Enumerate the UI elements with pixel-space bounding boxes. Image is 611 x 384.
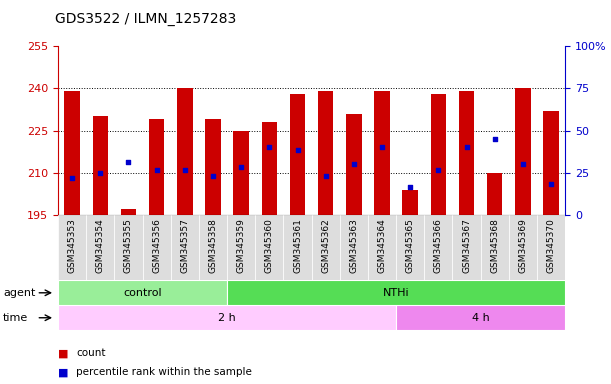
Bar bbox=[509, 215, 537, 280]
Text: GSM345357: GSM345357 bbox=[180, 218, 189, 273]
Text: GSM345364: GSM345364 bbox=[378, 218, 387, 273]
Bar bbox=[368, 215, 396, 280]
Bar bbox=[227, 280, 565, 305]
Text: GSM345362: GSM345362 bbox=[321, 218, 330, 273]
Bar bbox=[424, 215, 453, 280]
Point bbox=[265, 144, 274, 151]
Point bbox=[321, 172, 331, 179]
Text: GSM345355: GSM345355 bbox=[124, 218, 133, 273]
Bar bbox=[340, 215, 368, 280]
Bar bbox=[227, 215, 255, 280]
Bar bbox=[403, 190, 418, 215]
Point bbox=[95, 170, 105, 176]
Bar bbox=[142, 215, 170, 280]
Bar bbox=[86, 215, 114, 280]
Bar bbox=[481, 215, 509, 280]
Bar bbox=[431, 94, 446, 215]
Bar bbox=[58, 215, 86, 280]
Text: agent: agent bbox=[3, 288, 35, 298]
Point bbox=[405, 184, 415, 190]
Text: 2 h: 2 h bbox=[218, 313, 236, 323]
Point bbox=[67, 175, 77, 182]
Point bbox=[349, 161, 359, 167]
Bar bbox=[92, 116, 108, 215]
Bar bbox=[318, 91, 334, 215]
Text: GSM345361: GSM345361 bbox=[293, 218, 302, 273]
Bar bbox=[255, 215, 284, 280]
Bar bbox=[543, 111, 559, 215]
Bar bbox=[58, 305, 396, 330]
Text: GSM345359: GSM345359 bbox=[236, 218, 246, 273]
Text: NTHi: NTHi bbox=[383, 288, 409, 298]
Text: GSM345354: GSM345354 bbox=[96, 218, 105, 273]
Bar bbox=[121, 209, 136, 215]
Text: GSM345365: GSM345365 bbox=[406, 218, 415, 273]
Bar bbox=[290, 94, 306, 215]
Text: percentile rank within the sample: percentile rank within the sample bbox=[76, 367, 252, 377]
Text: count: count bbox=[76, 348, 106, 358]
Bar bbox=[396, 215, 424, 280]
Bar bbox=[396, 305, 565, 330]
Point bbox=[152, 167, 161, 173]
Bar bbox=[170, 215, 199, 280]
Point bbox=[180, 167, 189, 173]
Text: time: time bbox=[3, 313, 28, 323]
Bar bbox=[177, 88, 192, 215]
Text: ■: ■ bbox=[58, 348, 68, 358]
Bar bbox=[312, 215, 340, 280]
Bar bbox=[346, 114, 362, 215]
Bar bbox=[205, 119, 221, 215]
Point bbox=[123, 159, 133, 165]
Text: GSM345369: GSM345369 bbox=[518, 218, 527, 273]
Point bbox=[546, 181, 556, 187]
Text: GDS3522 / ILMN_1257283: GDS3522 / ILMN_1257283 bbox=[55, 12, 236, 25]
Bar bbox=[459, 91, 474, 215]
Text: GSM345353: GSM345353 bbox=[68, 218, 76, 273]
Bar bbox=[149, 119, 164, 215]
Text: 4 h: 4 h bbox=[472, 313, 489, 323]
Point bbox=[518, 161, 528, 167]
Text: GSM345360: GSM345360 bbox=[265, 218, 274, 273]
Text: GSM345356: GSM345356 bbox=[152, 218, 161, 273]
Text: GSM345358: GSM345358 bbox=[208, 218, 218, 273]
Point bbox=[293, 147, 302, 153]
Point bbox=[377, 144, 387, 151]
Bar bbox=[284, 215, 312, 280]
Text: GSM345363: GSM345363 bbox=[349, 218, 359, 273]
Text: GSM345370: GSM345370 bbox=[547, 218, 555, 273]
Text: control: control bbox=[123, 288, 162, 298]
Point bbox=[462, 144, 472, 151]
Point bbox=[236, 164, 246, 170]
Bar bbox=[487, 173, 502, 215]
Bar bbox=[64, 91, 80, 215]
Bar bbox=[515, 88, 531, 215]
Bar bbox=[375, 91, 390, 215]
Text: GSM345368: GSM345368 bbox=[490, 218, 499, 273]
Point bbox=[208, 172, 218, 179]
Bar bbox=[58, 280, 227, 305]
Text: GSM345367: GSM345367 bbox=[462, 218, 471, 273]
Bar bbox=[233, 131, 249, 215]
Bar bbox=[199, 215, 227, 280]
Bar bbox=[537, 215, 565, 280]
Point bbox=[434, 167, 444, 173]
Text: ■: ■ bbox=[58, 367, 68, 377]
Bar bbox=[262, 122, 277, 215]
Bar bbox=[114, 215, 142, 280]
Text: GSM345366: GSM345366 bbox=[434, 218, 443, 273]
Bar bbox=[453, 215, 481, 280]
Point bbox=[490, 136, 500, 142]
